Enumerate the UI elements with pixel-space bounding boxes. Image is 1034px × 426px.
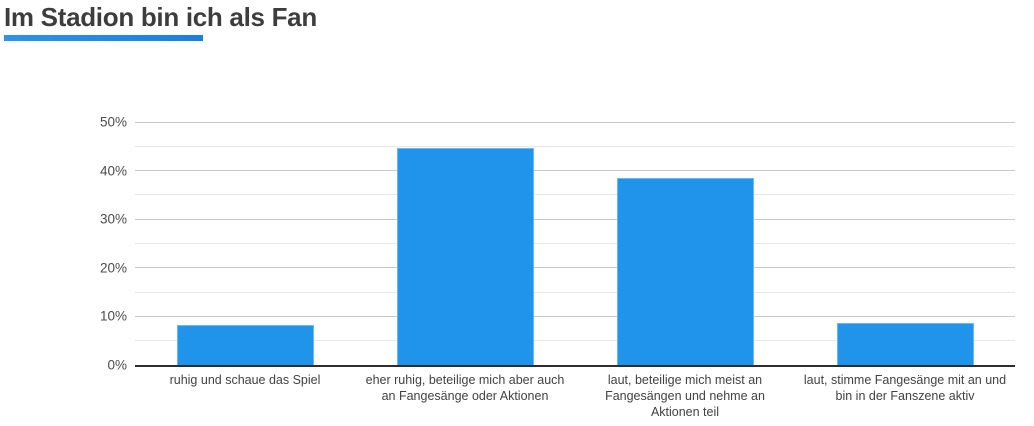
y-axis-tick-label: 40% <box>99 163 127 179</box>
bar <box>396 147 534 365</box>
gridline-minor <box>135 194 1015 196</box>
x-axis-label: ruhig und schaue das Spiel <box>169 373 321 387</box>
x-axis-label: eher ruhig, beteilige mich aber auch an … <box>365 373 565 403</box>
y-axis-tick-label: 10% <box>99 308 127 324</box>
page-title: Im Stadion bin ich als Fan <box>4 2 317 32</box>
x-axis: ruhig und schaue das Spiel eher ruhig, be… <box>135 372 1015 420</box>
bar <box>176 325 314 365</box>
y-axis-tick-label: 0% <box>107 357 127 373</box>
gridline-minor <box>135 291 1015 293</box>
bar <box>616 177 754 365</box>
plot-area <box>135 121 1015 367</box>
gridline-major <box>135 315 1015 317</box>
bar <box>836 322 974 365</box>
gridline-minor <box>135 340 1015 342</box>
gridline-major <box>135 267 1015 269</box>
gridline-minor <box>135 243 1015 244</box>
gridline-major <box>135 121 1015 123</box>
gridline-major <box>135 218 1015 220</box>
y-axis-tick-label: 30% <box>99 211 127 227</box>
gridline-minor <box>135 145 1015 147</box>
title-underline <box>4 35 203 41</box>
y-axis-tick-label: 20% <box>99 260 127 276</box>
gridline-major <box>135 170 1015 172</box>
x-axis-label: laut, stimme Fangesänge mit an und bin i… <box>803 373 1007 403</box>
y-axis-tick-label: 50% <box>99 114 127 130</box>
x-axis-label: laut, beteilige mich meist an Fangesänge… <box>605 373 765 419</box>
